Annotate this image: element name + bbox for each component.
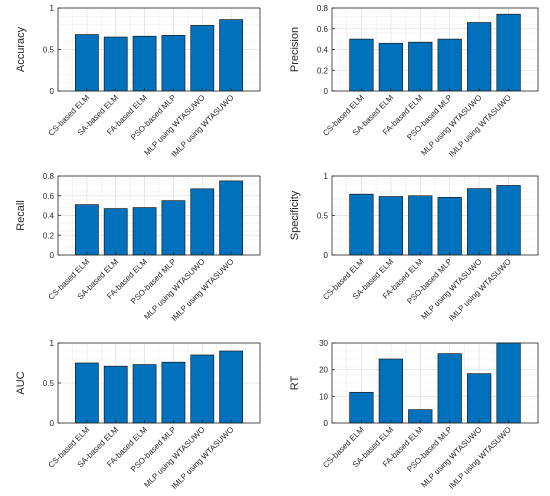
y-tick-label: 0 (324, 87, 329, 96)
bar-6 (496, 342, 521, 424)
y-tick-label: 20 (319, 366, 328, 375)
bar-6 (496, 13, 521, 92)
y-tick-label: 0.2 (43, 231, 55, 240)
bar-5 (467, 373, 492, 424)
bar-5 (190, 25, 215, 92)
y-tick-label: 0 (50, 251, 55, 260)
bar-3 (132, 364, 157, 424)
y-axis-label: Recall (15, 200, 27, 231)
y-tick-label: 0.4 (317, 46, 329, 55)
bar-6 (219, 350, 244, 424)
bar-1 (74, 362, 99, 424)
bar-1 (74, 204, 99, 256)
y-tick-label: 30 (319, 339, 328, 348)
bar-1 (74, 34, 99, 92)
y-tick-label: 1 (50, 4, 55, 13)
bar-2 (378, 42, 403, 92)
bar-2 (103, 365, 128, 424)
x-tick-label: IMLP using WTASUWO (447, 425, 513, 491)
bar-2 (103, 36, 128, 92)
y-axis-label: AUC (15, 371, 27, 394)
x-tick-label: IMLP using WTASUWO (447, 93, 513, 159)
bar-2 (378, 358, 403, 424)
y-tick-label: 0 (50, 87, 55, 96)
y-tick-label: 0.4 (43, 212, 55, 221)
y-tick-label: 10 (319, 392, 328, 401)
y-tick-label: 0.6 (317, 25, 329, 34)
y-tick-label: 1 (324, 172, 329, 181)
bar-4 (437, 196, 462, 256)
bar-3 (408, 41, 433, 92)
y-tick-label: 0.8 (43, 172, 55, 181)
bar-4 (437, 353, 462, 424)
y-tick-label: 0.5 (43, 379, 55, 388)
y-tick-label: 0 (50, 419, 55, 428)
y-tick-label: 0.6 (43, 192, 55, 201)
bar-6 (219, 19, 244, 92)
bar-4 (437, 38, 462, 92)
bar-5 (190, 188, 215, 256)
y-axis-label: Precision (289, 27, 301, 72)
bar-6 (219, 180, 244, 256)
bar-4 (161, 361, 186, 424)
bar-2 (103, 208, 128, 256)
y-tick-label: 0 (324, 419, 329, 428)
bar-1 (349, 38, 374, 92)
bar-4 (161, 35, 186, 92)
y-tick-label: 0.5 (317, 212, 329, 221)
bar-1 (349, 193, 374, 256)
y-tick-label: 0 (324, 251, 329, 260)
bar-5 (190, 354, 215, 424)
bar-6 (496, 185, 521, 256)
bar-5 (467, 22, 492, 92)
bar-4 (161, 200, 186, 256)
axes-box (331, 342, 539, 424)
bar-3 (132, 35, 157, 92)
y-axis-label: Specificity (289, 190, 301, 240)
bar-2 (378, 196, 403, 256)
bar-1 (349, 391, 374, 424)
y-axis-label: Accuracy (15, 26, 27, 72)
y-tick-label: 0.2 (317, 66, 329, 75)
bar-3 (408, 195, 433, 256)
x-tick-label: IMLP using WTASUWO (447, 257, 513, 323)
bar-5 (467, 188, 492, 256)
y-axis-label: RT (289, 375, 301, 390)
y-tick-label: 0.5 (43, 46, 55, 55)
bar-3 (132, 207, 157, 256)
y-tick-label: 0.8 (317, 4, 329, 13)
y-tick-label: 1 (50, 339, 55, 348)
